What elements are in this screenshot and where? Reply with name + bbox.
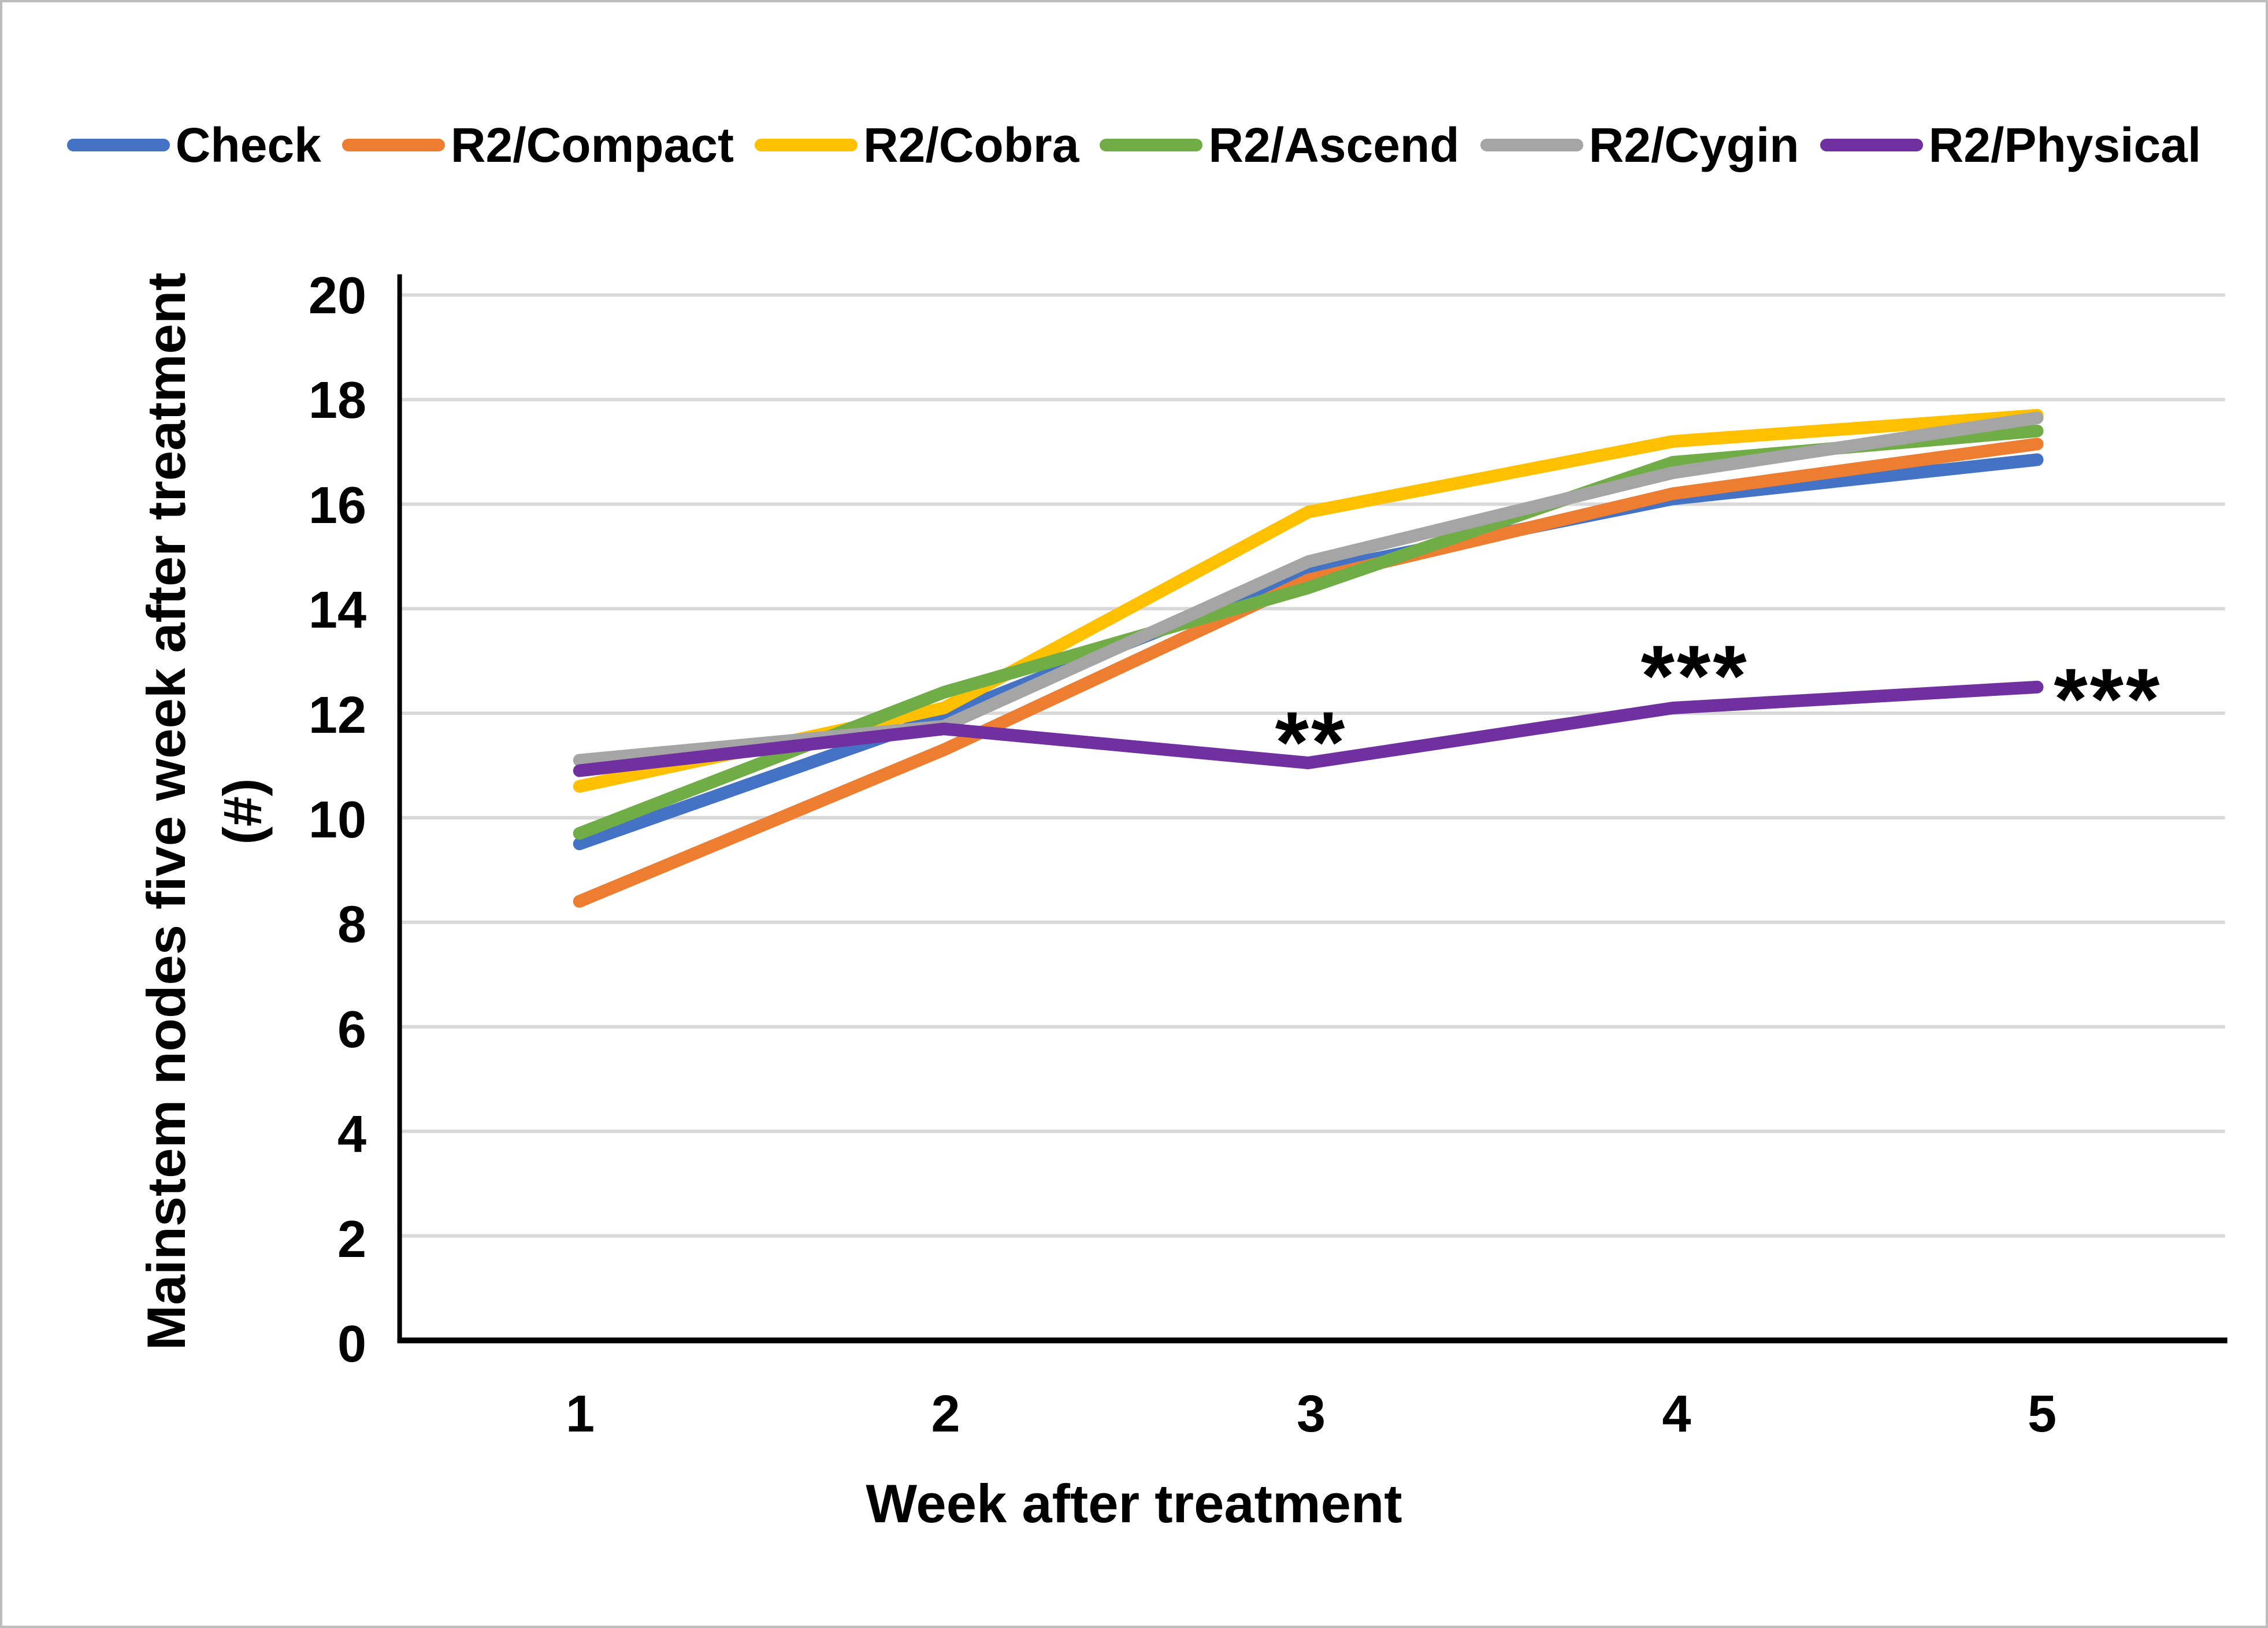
legend-swatch-icon: [755, 139, 858, 151]
significance-annotation-1: **: [1275, 694, 1348, 791]
significance-annotation-2: ***: [1640, 627, 1749, 725]
legend: Check R2/Compact R2/Cobra R2/Ascend R2/Cygin…: [2, 107, 2266, 183]
series-lines: [573, 409, 2044, 908]
x-axis-title: Week after treatment: [2, 1475, 2266, 1533]
legend-label: R2/Cobra: [863, 118, 1079, 172]
y-tick-label-14: 14: [308, 581, 366, 640]
legend-item-r2-compact: R2/Compact: [342, 121, 734, 169]
series-line-r2-compact: [573, 437, 2044, 908]
legend-swatch-icon: [66, 139, 170, 151]
gridlines: [398, 293, 2225, 1238]
legend-label: R2/Physical: [1928, 118, 2202, 172]
legend-swatch-icon: [342, 139, 445, 151]
y-tick-label-0: 0: [337, 1315, 366, 1373]
y-tick-label-18: 18: [308, 372, 366, 430]
x-tick-label-2: 2: [931, 1385, 960, 1443]
y-tick-label-6: 6: [337, 1000, 366, 1059]
x-tick-label-4: 4: [1662, 1385, 1691, 1443]
x-axis-title-text: Week after treatment: [866, 1473, 1402, 1534]
legend-label: Check: [175, 118, 321, 172]
axes: [397, 274, 2228, 1344]
legend-item-r2-cygin: R2/Cygin: [1480, 121, 1799, 169]
significance-annotation-3: ***: [2054, 650, 2162, 748]
y-tick-label-8: 8: [337, 896, 366, 954]
x-tick-label-1: 1: [565, 1385, 595, 1443]
y-axis-title-line2: (#): [212, 778, 273, 845]
y-tick-label-20: 20: [308, 267, 366, 325]
series-line-check: [573, 453, 2044, 851]
x-tick-label-3: 3: [1296, 1385, 1326, 1443]
legend-item-r2-ascend: R2/Ascend: [1100, 118, 1460, 172]
y-tick-label-12: 12: [308, 686, 366, 744]
legend-label: R2/Cygin: [1588, 118, 1799, 172]
legend-swatch-icon: [1820, 139, 1923, 151]
legend-label: R2/Ascend: [1208, 118, 1460, 172]
legend-label: R2/Compact: [450, 118, 734, 172]
legend-item-check: Check: [66, 118, 321, 172]
y-tick-label-4: 4: [337, 1106, 366, 1164]
legend-swatch-icon: [1100, 139, 1203, 151]
legend-item-r2-physical: R2/Physical: [1820, 118, 2202, 172]
y-tick-label-2: 2: [337, 1210, 366, 1269]
legend-item-r2-cobra: R2/Cobra: [755, 121, 1079, 169]
y-axis-title-line1: Mainstem nodes five week after treatment: [136, 272, 196, 1351]
y-tick-label-10: 10: [308, 791, 366, 849]
y-tick-label-16: 16: [308, 476, 366, 535]
y-axis-title: Mainstem nodes five week after treatment…: [125, 233, 284, 1389]
series-line-r2-physical: [573, 680, 2044, 777]
legend-swatch-icon: [1480, 139, 1583, 151]
x-tick-label-5: 5: [2027, 1385, 2057, 1443]
